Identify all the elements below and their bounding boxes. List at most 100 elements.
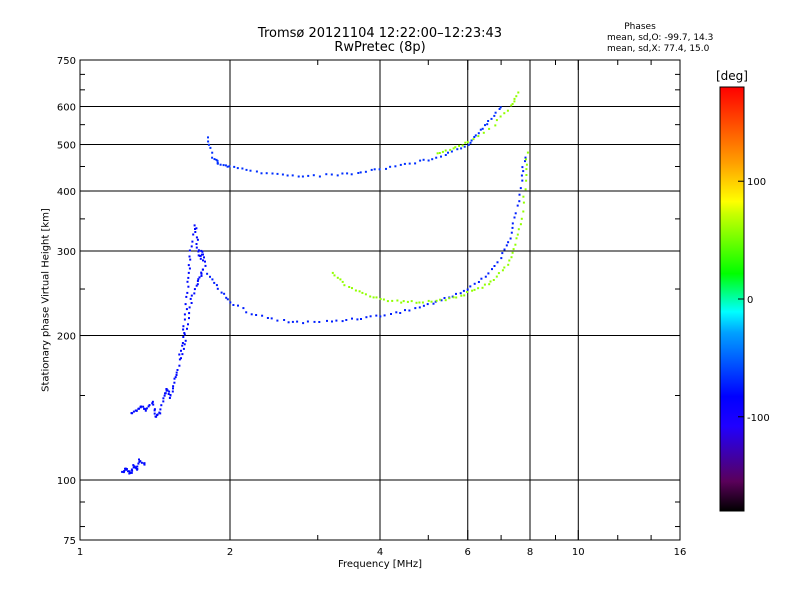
data-point <box>491 268 493 271</box>
data-point <box>183 332 186 334</box>
data-point <box>207 140 210 143</box>
data-point <box>245 311 248 314</box>
chart-title: Tromsø 20121104 12:22:00–12:23:43 <box>257 26 503 41</box>
data-point <box>438 152 441 154</box>
y-tick-label: 300 <box>57 247 76 258</box>
data-point <box>286 174 289 177</box>
data-point <box>182 347 185 350</box>
data-point <box>186 280 189 283</box>
data-point <box>422 304 425 307</box>
data-point <box>360 318 362 320</box>
data-point <box>192 233 195 236</box>
data-point <box>501 252 504 255</box>
data-point <box>138 458 140 461</box>
data-point <box>408 162 411 165</box>
data-point <box>444 299 447 302</box>
data-point <box>375 296 378 299</box>
data-point <box>187 264 190 267</box>
data-point <box>130 468 133 471</box>
data-point <box>430 300 433 303</box>
data-point <box>250 313 253 316</box>
stats-o-mode: mean, sd,O: -99.7, 14.3 <box>607 33 714 43</box>
x-tick-label: 2 <box>227 547 233 558</box>
data-point <box>163 394 166 397</box>
data-point <box>358 290 361 293</box>
data-point <box>153 409 156 412</box>
data-point <box>168 390 171 393</box>
data-point <box>525 179 528 182</box>
data-point <box>123 470 126 472</box>
data-point <box>242 307 245 310</box>
data-point <box>193 224 196 227</box>
data-point <box>514 212 517 215</box>
data-point <box>216 162 219 165</box>
data-point <box>249 169 252 172</box>
data-point <box>143 407 146 410</box>
data-point <box>386 300 389 303</box>
data-point <box>435 299 438 302</box>
data-point <box>525 158 527 161</box>
data-point <box>350 173 353 176</box>
data-point <box>151 400 154 403</box>
data-point <box>159 408 162 411</box>
data-point <box>206 272 209 275</box>
data-point <box>336 174 339 177</box>
data-point <box>460 147 463 150</box>
data-point <box>490 117 493 120</box>
data-point <box>125 468 128 470</box>
data-point <box>326 319 328 322</box>
data-point <box>524 156 527 159</box>
data-point <box>510 256 513 259</box>
y-tick-label: 100 <box>57 476 76 487</box>
data-point <box>498 108 501 110</box>
data-point <box>184 339 187 342</box>
y-tick-label: 75 <box>63 536 76 547</box>
data-point <box>216 159 219 162</box>
data-point <box>503 112 506 115</box>
data-point <box>204 260 206 263</box>
data-point <box>501 269 504 272</box>
data-point <box>182 328 185 331</box>
data-point <box>276 172 279 175</box>
data-point <box>494 111 497 114</box>
y-tick-label: 600 <box>57 103 76 114</box>
data-point <box>211 156 214 159</box>
data-point <box>399 163 402 166</box>
data-point <box>474 134 477 137</box>
stats-heading: Phases <box>624 22 656 32</box>
data-point <box>172 387 174 390</box>
data-point <box>466 291 469 293</box>
data-point <box>484 275 487 278</box>
data-point <box>499 115 502 118</box>
data-point <box>454 146 457 149</box>
data-point <box>225 296 228 299</box>
data-point <box>483 283 486 286</box>
data-point <box>458 144 461 147</box>
data-point <box>510 104 513 107</box>
data-point <box>189 297 192 300</box>
data-point <box>473 282 476 285</box>
data-point <box>402 300 405 303</box>
data-point <box>382 298 385 301</box>
data-point <box>156 413 159 416</box>
data-point <box>312 174 315 177</box>
data-point <box>148 404 151 407</box>
data-point <box>435 156 438 159</box>
data-point <box>122 471 125 474</box>
data-point <box>140 405 143 408</box>
data-point <box>132 410 135 413</box>
data-point <box>431 158 434 161</box>
data-point <box>509 237 512 240</box>
data-point <box>199 254 202 257</box>
data-point <box>160 404 163 407</box>
data-point <box>241 167 244 170</box>
data-point <box>414 162 417 165</box>
data-point <box>283 319 286 321</box>
data-point <box>519 223 522 226</box>
data-point <box>188 306 191 309</box>
x-tick-label: 8 <box>527 547 533 558</box>
data-point <box>330 173 333 176</box>
data-point <box>178 353 181 356</box>
data-point <box>128 470 131 473</box>
data-point <box>493 114 496 117</box>
